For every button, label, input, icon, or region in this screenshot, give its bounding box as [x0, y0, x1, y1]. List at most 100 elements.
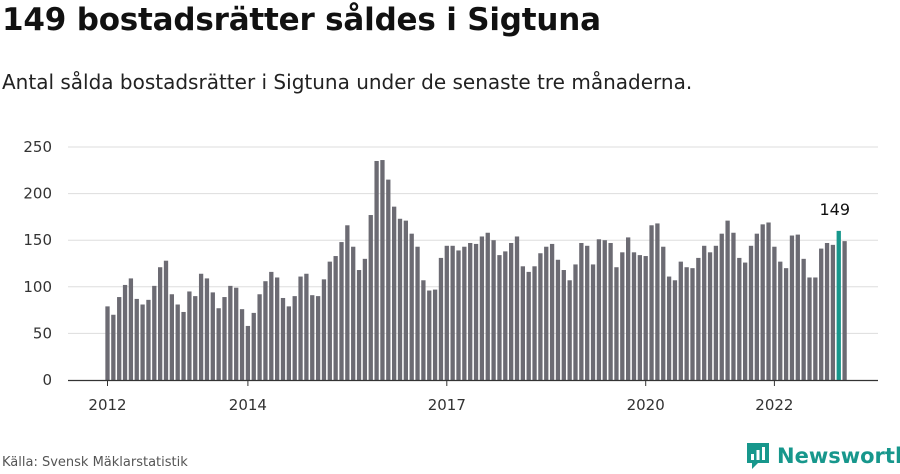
bar [158, 267, 163, 380]
bar [479, 236, 485, 380]
bar [315, 296, 321, 380]
bar [520, 266, 525, 380]
bar [122, 284, 128, 380]
bar [152, 285, 157, 380]
bar [561, 270, 566, 380]
bar [649, 225, 654, 380]
bar [362, 258, 368, 380]
bar [579, 242, 584, 380]
bar [666, 276, 672, 380]
newsworthy-logo-icon [747, 443, 769, 469]
bar [345, 225, 350, 380]
bar [544, 246, 549, 380]
bar [778, 261, 783, 380]
page-title: 149 bostadsrätter såldes i Sigtuna [2, 2, 601, 38]
bar [403, 220, 408, 380]
bar [468, 242, 473, 380]
bar [392, 206, 397, 380]
y-tick-label: 50 [33, 324, 52, 342]
bar [509, 242, 514, 380]
bar [175, 304, 180, 380]
y-tick-label: 100 [23, 278, 52, 296]
bar [702, 245, 707, 380]
bar [748, 245, 754, 380]
bar [707, 252, 713, 380]
bar [368, 215, 373, 380]
bar [356, 270, 362, 380]
bar [333, 256, 338, 380]
bar [427, 290, 432, 380]
bar [222, 297, 227, 380]
brand-logo[interactable]: Newsworthy [745, 441, 900, 471]
x-tick-label: 2017 [428, 396, 466, 414]
bar [450, 245, 455, 380]
x-tick-label: 2014 [229, 396, 267, 414]
bar [766, 222, 771, 380]
bar [105, 306, 110, 380]
bar [193, 296, 198, 380]
bar [432, 289, 438, 380]
bars [105, 160, 847, 380]
bar [198, 273, 204, 380]
bar [339, 242, 344, 380]
bar [684, 267, 689, 380]
bar [444, 245, 449, 380]
y-tick-label: 200 [23, 185, 52, 203]
bar [228, 285, 233, 380]
bar [485, 232, 490, 380]
bar [567, 280, 572, 380]
bar [327, 261, 332, 380]
bar [807, 277, 812, 380]
bar [754, 233, 759, 380]
bar [590, 264, 596, 380]
bar [187, 291, 192, 380]
bar [596, 239, 602, 380]
bar [620, 252, 625, 380]
bar [204, 278, 210, 380]
bar [795, 234, 800, 380]
bar [386, 179, 391, 380]
y-tick-label: 0 [42, 371, 52, 389]
bar [497, 255, 502, 380]
bar [491, 240, 496, 380]
x-tick-label: 2012 [88, 396, 126, 414]
bar [731, 232, 736, 380]
bar [473, 243, 479, 380]
bar [456, 250, 461, 380]
bar [532, 266, 537, 380]
bar [725, 220, 730, 380]
bar [643, 256, 648, 380]
bar [842, 241, 847, 380]
bar [304, 273, 309, 380]
brand-label: Newsworthy [777, 444, 900, 468]
bar [462, 246, 467, 380]
bar [181, 311, 186, 380]
bar [409, 233, 414, 380]
bar [503, 251, 508, 380]
bar [374, 160, 379, 380]
bar [245, 325, 251, 380]
bar [661, 246, 666, 380]
highlight-data-label: 149 [819, 200, 850, 219]
bar [573, 264, 578, 380]
bar [351, 246, 356, 380]
bar [602, 240, 607, 380]
bar [760, 224, 765, 380]
bar [789, 235, 795, 380]
bar [514, 236, 520, 380]
bar [608, 242, 613, 380]
bar [690, 268, 695, 380]
bar [210, 292, 215, 380]
source-note: Källa: Svensk Mäklarstatistik [2, 455, 188, 470]
bar [134, 298, 139, 380]
bar [111, 314, 116, 380]
bar [772, 246, 777, 380]
bar [819, 248, 824, 380]
bar [836, 230, 841, 380]
bar [310, 295, 315, 380]
bar [743, 262, 748, 380]
bar [251, 312, 256, 380]
bar [824, 242, 830, 380]
bar [614, 267, 619, 380]
x-tick-label: 2020 [627, 396, 665, 414]
